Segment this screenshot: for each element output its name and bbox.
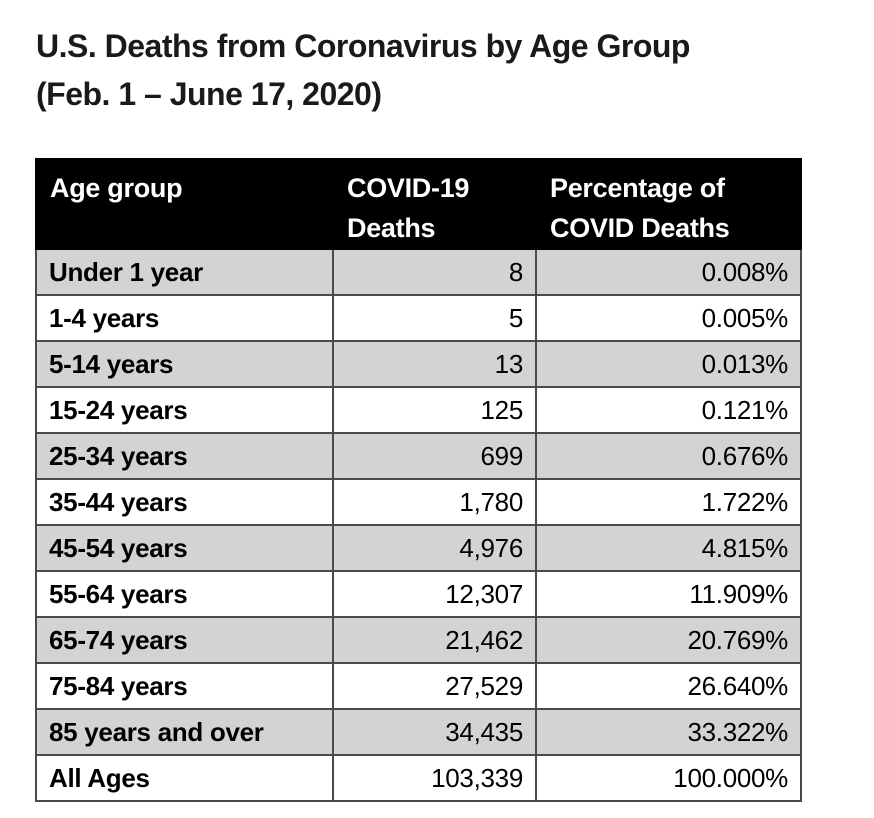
cell-covid-deaths: 103,339 [332,754,537,802]
cell-percentage: 0.008% [535,248,802,296]
cell-percentage: 0.013% [535,340,802,388]
table-row: 25-34 years 699 0.676% [35,432,802,480]
cell-age-group: 55-64 years [35,570,334,618]
table-row: 5-14 years 13 0.013% [35,340,802,388]
cell-age-group: 5-14 years [35,340,334,388]
page-title-line1: U.S. Deaths from Coronavirus by Age Grou… [36,28,690,64]
cell-age-group: All Ages [35,754,334,802]
cell-covid-deaths: 8 [332,248,537,296]
cell-percentage: 0.676% [535,432,802,480]
cell-covid-deaths: 699 [332,432,537,480]
cell-percentage: 11.909% [535,570,802,618]
cell-age-group: 45-54 years [35,524,334,572]
cell-age-group: 1-4 years [35,294,334,342]
cell-percentage: 4.815% [535,524,802,572]
table-row: 85 years and over 34,435 33.322% [35,708,802,756]
cell-covid-deaths: 125 [332,386,537,434]
cell-percentage: 0.005% [535,294,802,342]
column-header-covid-deaths: COVID-19 Deaths [332,158,537,250]
page-title-line2: (Feb. 1 – June 17, 2020) [36,76,382,112]
table-row: 45-54 years 4,976 4.815% [35,524,802,572]
cell-age-group: 75-84 years [35,662,334,710]
covid-deaths-table: Age group COVID-19 Deaths Percentage of … [35,158,802,802]
cell-covid-deaths: 21,462 [332,616,537,664]
cell-covid-deaths: 4,976 [332,524,537,572]
cell-percentage: 20.769% [535,616,802,664]
table-row: 1-4 years 5 0.005% [35,294,802,342]
cell-covid-deaths: 5 [332,294,537,342]
cell-percentage: 26.640% [535,662,802,710]
table-container: Age group COVID-19 Deaths Percentage of … [35,158,802,802]
cell-percentage: 100.000% [535,754,802,802]
cell-percentage: 1.722% [535,478,802,526]
cell-age-group: 35-44 years [35,478,334,526]
table-row: 75-84 years 27,529 26.640% [35,662,802,710]
cell-age-group: Under 1 year [35,248,334,296]
table-row: 65-74 years 21,462 20.769% [35,616,802,664]
table-row: 15-24 years 125 0.121% [35,386,802,434]
cell-age-group: 65-74 years [35,616,334,664]
cell-covid-deaths: 1,780 [332,478,537,526]
column-header-percentage: Percentage of COVID Deaths [535,158,802,250]
table-row: All Ages 103,339 100.000% [35,754,802,802]
column-header-age-group: Age group [35,158,334,250]
page-title: U.S. Deaths from Coronavirus by Age Grou… [36,22,816,118]
cell-covid-deaths: 27,529 [332,662,537,710]
table-header-row: Age group COVID-19 Deaths Percentage of … [35,158,802,250]
table-row: 55-64 years 12,307 11.909% [35,570,802,618]
cell-covid-deaths: 12,307 [332,570,537,618]
cell-percentage: 0.121% [535,386,802,434]
cell-percentage: 33.322% [535,708,802,756]
cell-age-group: 85 years and over [35,708,334,756]
table-row: Under 1 year 8 0.008% [35,248,802,296]
cell-covid-deaths: 13 [332,340,537,388]
table-row: 35-44 years 1,780 1.722% [35,478,802,526]
cell-covid-deaths: 34,435 [332,708,537,756]
cell-age-group: 15-24 years [35,386,334,434]
cell-age-group: 25-34 years [35,432,334,480]
